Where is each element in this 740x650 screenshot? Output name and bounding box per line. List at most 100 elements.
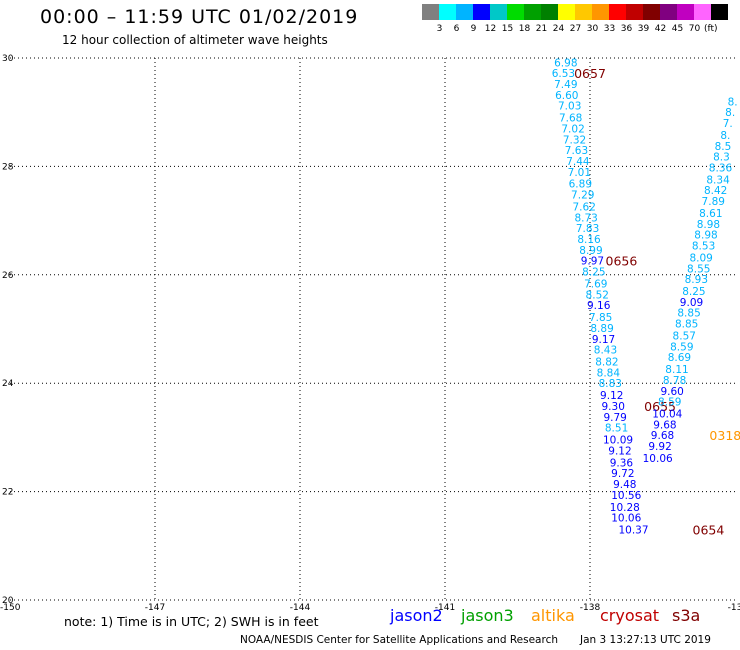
page-title: 00:00 – 11:59 UTC 01/02/2019 <box>40 6 359 28</box>
y-tick-label: 28 <box>2 162 14 172</box>
swh-value: 8.34 <box>706 174 730 186</box>
y-tick-label: 30 <box>2 54 14 64</box>
swh-value: 10.28 <box>610 502 640 514</box>
swh-value: 8. <box>728 96 738 108</box>
swh-value: 8.25 <box>682 286 705 298</box>
swh-value: 9.68 <box>651 430 674 442</box>
color-scale-swatch <box>609 4 626 20</box>
swh-value: 8.3 <box>713 152 730 164</box>
satellite-legend: jason2 jason3 altika cryosat s3a <box>0 606 740 636</box>
color-scale-label: 27 <box>569 24 582 34</box>
swh-value: 8.5 <box>715 141 732 153</box>
swh-value: 6.60 <box>555 90 578 102</box>
color-scale-unit: (ft) <box>704 24 718 34</box>
swh-value: 8.89 <box>590 323 613 335</box>
pass-time-label: 0655 <box>644 399 676 414</box>
y-tick-label: 22 <box>2 488 13 498</box>
swh-value: 9.36 <box>610 457 634 469</box>
swh-value: 8.83 <box>599 378 622 390</box>
x-tick-label: -150 <box>0 603 21 610</box>
swh-value: 9.16 <box>587 300 611 312</box>
swh-value: 7.32 <box>563 134 586 146</box>
swh-value: 10.04 <box>652 409 682 421</box>
swh-value: 8.43 <box>594 345 617 357</box>
swh-value: 7.62 <box>573 202 596 214</box>
legend-note: note: 1) Time is in UTC; 2) SWH is in fe… <box>64 614 319 629</box>
swh-value: 8.93 <box>685 274 708 286</box>
swh-value: 7.85 <box>589 312 612 324</box>
color-scale-swatch <box>677 4 694 20</box>
color-scale-swatch <box>575 4 592 20</box>
swh-value: 10.06 <box>643 453 673 465</box>
x-tick-label: -13 <box>728 603 740 610</box>
pass-time-label: 0654 <box>693 523 725 538</box>
y-tick-label: 24 <box>2 379 14 389</box>
swh-value: 7.44 <box>566 156 590 168</box>
footer-timestamp: Jan 3 13:27:13 UTC 2019 <box>580 634 711 646</box>
color-scale-swatch <box>660 4 677 20</box>
swh-value: 8.36 <box>709 162 733 174</box>
swh-value: 10.09 <box>603 435 633 447</box>
color-scale-label: 39 <box>637 24 650 34</box>
color-scale-label: 30 <box>586 24 599 34</box>
swh-value: 9.17 <box>592 334 615 346</box>
x-tick-label: -138 <box>580 603 601 610</box>
color-scale-label: 21 <box>535 24 548 34</box>
color-scale-swatch <box>558 4 575 20</box>
pass-time-label: 0656 <box>606 254 638 269</box>
legend-item-s3a: s3a <box>672 606 701 625</box>
color-scale-swatch <box>507 4 524 20</box>
swh-value: 8.09 <box>689 252 712 264</box>
swh-value: 9.72 <box>611 468 634 480</box>
color-scale-label: 42 <box>654 24 667 34</box>
color-scale-label: 9 <box>470 24 477 34</box>
color-scale-swatch <box>694 4 711 20</box>
color-scale-swatch <box>439 4 456 20</box>
swh-value: 8.51 <box>605 423 628 435</box>
pass-time-label: 0318 <box>709 428 740 443</box>
swh-value: 8.52 <box>586 289 609 301</box>
swh-value: 7.02 <box>561 123 584 135</box>
swh-value: 8.11 <box>665 364 688 376</box>
swh-value: 8.85 <box>677 308 700 320</box>
color-scale-label: 6 <box>453 24 460 34</box>
swh-value: 7.69 <box>584 278 607 290</box>
swh-value: 9.97 <box>581 256 604 268</box>
color-scale-label: 45 <box>671 24 684 34</box>
color-scale-swatch <box>490 4 507 20</box>
swh-value: 9.30 <box>602 401 625 413</box>
swh-value: 8.78 <box>663 375 686 387</box>
swh-value: 8.25 <box>582 267 605 279</box>
swh-value: 7.49 <box>554 79 577 91</box>
swh-value: 8.59 <box>658 397 681 409</box>
legend-item-cryosat: cryosat <box>600 606 660 625</box>
swh-value: 7.89 <box>702 196 725 208</box>
color-scale-swatch <box>643 4 660 20</box>
swh-value: 7.68 <box>559 113 582 125</box>
swh-value: 10.56 <box>611 490 641 502</box>
swh-value: 10.37 <box>618 525 648 537</box>
color-scale-swatch <box>473 4 490 20</box>
color-scale-label: 3 <box>436 24 443 34</box>
color-scale-swatch <box>711 4 728 20</box>
swh-value: 8.99 <box>579 245 602 257</box>
x-tick-label: -147 <box>145 603 165 610</box>
color-scale-label: 36 <box>620 24 633 34</box>
y-tick-label: 26 <box>2 271 14 281</box>
swh-value: 8.98 <box>697 219 720 231</box>
color-scale-swatch <box>524 4 541 20</box>
swh-value: 8.69 <box>668 352 691 364</box>
footer-credit: NOAA/NESDIS Center for Satellite Applica… <box>240 634 558 646</box>
y-tick-label: 20 <box>2 596 14 606</box>
color-scale-label: 12 <box>484 24 497 34</box>
x-tick-label: -141 <box>435 603 455 610</box>
color-scale-swatch <box>422 4 439 20</box>
color-scale-label: 70 <box>688 24 701 34</box>
color-scale-label: 24 <box>552 24 565 34</box>
swh-value: 9.60 <box>660 386 683 398</box>
color-scale-label: 18 <box>518 24 531 34</box>
legend-item-altika: altika <box>531 606 575 625</box>
swh-value: 6.53 <box>552 68 575 80</box>
swh-value: 9.12 <box>600 390 623 402</box>
swh-value: 7.63 <box>565 145 588 157</box>
